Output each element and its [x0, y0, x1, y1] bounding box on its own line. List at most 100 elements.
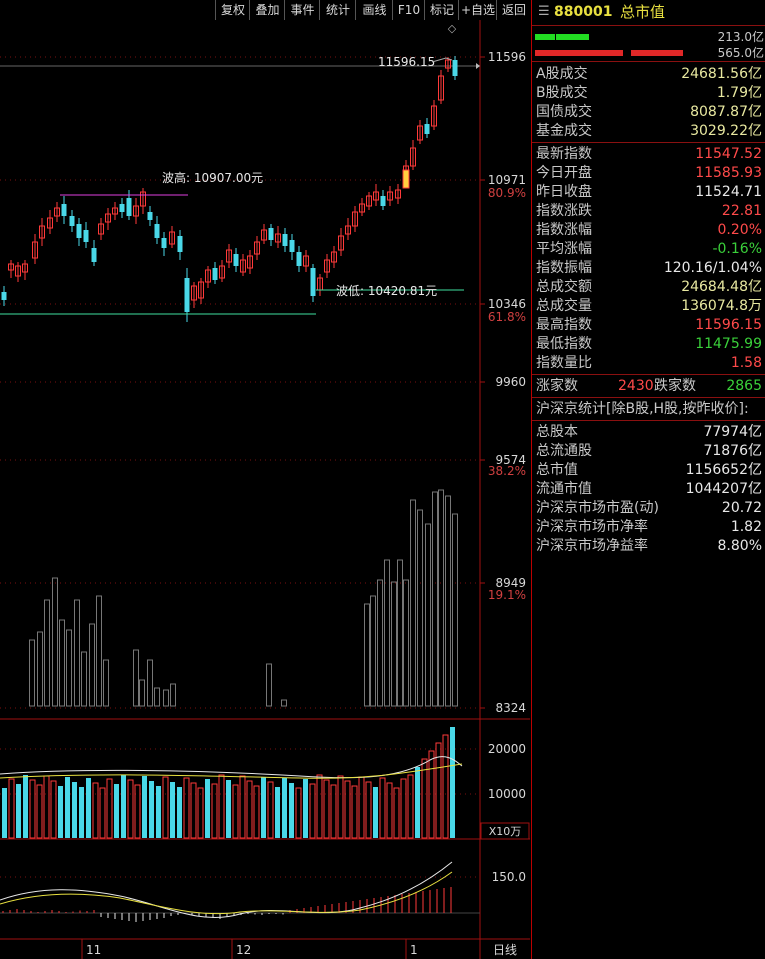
volume-bar — [246, 780, 253, 839]
candle-body — [431, 105, 437, 127]
inchart-volume-bar — [89, 623, 95, 707]
inchart-volume-bar — [266, 663, 272, 707]
kline-chart[interactable]: 11596 10971 10346 9960 9574 8949 8324 80.9% 61.8… — [0, 20, 530, 959]
inchart-volume-bar — [170, 683, 176, 707]
stat-row: 最低指数 11475.99 — [534, 335, 764, 354]
volume-tick-label: 10000 — [488, 787, 526, 801]
candle-body — [61, 204, 67, 216]
turnover-row: 国债成交 8087.87亿 — [534, 103, 764, 122]
volume-bar — [170, 782, 175, 838]
candle-body — [373, 191, 379, 201]
x-axis-label: 1 — [410, 943, 418, 957]
volume-bar — [190, 782, 197, 839]
toolbar-button-4[interactable]: 画线 — [355, 0, 393, 20]
market-value: 1.82 — [730, 519, 762, 535]
price-tick-label: 8949 — [495, 576, 526, 590]
macd-dif-line — [0, 861, 453, 918]
market-row: 沪深京市场净益率 8.80% — [534, 537, 764, 556]
volume-bar — [379, 777, 386, 839]
selected-candle-marker — [402, 169, 410, 189]
volume-bar — [149, 781, 154, 838]
market-value: 1044207亿 — [685, 481, 762, 497]
inchart-volume-bar — [403, 579, 409, 707]
inchart-volume-bar — [163, 689, 169, 707]
toolbar-button-5[interactable]: F10 — [392, 0, 425, 20]
inchart-volume-bar — [74, 599, 80, 707]
inchart-volume-bar — [397, 559, 403, 707]
up-bar-segment — [535, 34, 555, 40]
inchart-volume-bar — [370, 595, 376, 707]
turnover-label: B股成交 — [536, 85, 588, 101]
volume-bar — [373, 787, 378, 838]
volume-bar — [344, 780, 351, 839]
candle-body — [395, 189, 401, 199]
candle-body — [410, 147, 416, 167]
stat-row: 昨日收盘 11524.71 — [534, 183, 764, 202]
candle-body — [54, 207, 60, 217]
market-title-text: 沪深京统计[除B股,H股,按昨收价]: — [536, 401, 749, 417]
price-tick-label: 10346 — [488, 297, 526, 311]
stat-value: 120.16/1.04% — [663, 260, 762, 276]
inchart-volume-bar — [147, 659, 153, 707]
toolbar-button-7[interactable]: +自选 — [458, 0, 497, 20]
inchart-volume-bar — [37, 631, 43, 707]
turnover-row: A股成交 24681.56亿 — [534, 65, 764, 84]
stat-label: 最低指数 — [536, 336, 592, 352]
toolbar-button-8[interactable]: 返回 — [496, 0, 531, 20]
menu-icon[interactable]: ☰ — [538, 4, 550, 19]
turnover-value: 8087.87亿 — [690, 104, 762, 120]
volume-bar — [134, 784, 141, 839]
toolbar-button-1[interactable]: 叠加 — [249, 0, 285, 20]
stat-value: 11475.99 — [695, 336, 762, 352]
candle-body — [233, 254, 239, 266]
inchart-volume-bar — [103, 659, 109, 707]
volume-bar — [197, 787, 204, 839]
volume-bar — [442, 734, 449, 839]
volume-bar — [92, 782, 99, 839]
volume-bar — [156, 786, 161, 838]
toolbar-button-6[interactable]: 标记 — [424, 0, 459, 20]
macd-tick-label: 150.0 — [492, 870, 526, 884]
candle-body — [191, 285, 197, 301]
candle-body — [154, 224, 160, 238]
toolbar-button-2[interactable]: 事件 — [284, 0, 320, 20]
toolbar-button-3[interactable]: 统计 — [319, 0, 356, 20]
inchart-volume-bar — [425, 523, 431, 707]
x-axis-label: 12 — [236, 943, 251, 957]
volume-bar — [282, 778, 287, 838]
volume-bar — [127, 779, 134, 839]
stat-row: 总成交额 24684.48亿 — [534, 278, 764, 297]
candle-body — [22, 263, 28, 273]
turnover-row: B股成交 1.79亿 — [534, 84, 764, 103]
candle-body — [289, 240, 295, 252]
candle-body — [212, 268, 218, 280]
volume-bar — [36, 784, 43, 839]
toolbar-button-0[interactable]: 复权 — [215, 0, 250, 20]
volume-bar — [330, 784, 337, 839]
x-axis-label: 11 — [86, 943, 101, 957]
stat-value: 11524.71 — [695, 184, 762, 200]
turnover-label: 国债成交 — [536, 104, 592, 120]
market-title: 沪深京统计[除B股,H股,按昨收价]: — [534, 400, 764, 419]
candle-body — [324, 259, 330, 273]
stat-label: 平均涨幅 — [536, 241, 592, 257]
volume-bar — [261, 777, 266, 838]
stat-row: 最高指数 11596.15 — [534, 316, 764, 335]
candle-body — [98, 223, 104, 235]
stat-row: 指数量比 1.58 — [534, 354, 764, 373]
candle-body — [261, 229, 267, 241]
macd-dea-line — [0, 871, 453, 915]
candle-body — [366, 195, 372, 207]
stat-row: 最新指数 11547.52 — [534, 145, 764, 164]
inchart-volume-bar — [384, 559, 390, 707]
volume-bar — [400, 778, 407, 839]
volume-bar — [99, 787, 106, 839]
candle-body — [133, 205, 139, 217]
price-tick-label: 9574 — [495, 453, 526, 467]
volume-bar — [303, 779, 308, 838]
volume-bar — [421, 758, 428, 839]
volume-bar — [2, 788, 7, 838]
turnover-value: 24681.56亿 — [681, 66, 762, 82]
market-row: 流通市值 1044207亿 — [534, 480, 764, 499]
stat-label: 指数振幅 — [536, 260, 592, 276]
